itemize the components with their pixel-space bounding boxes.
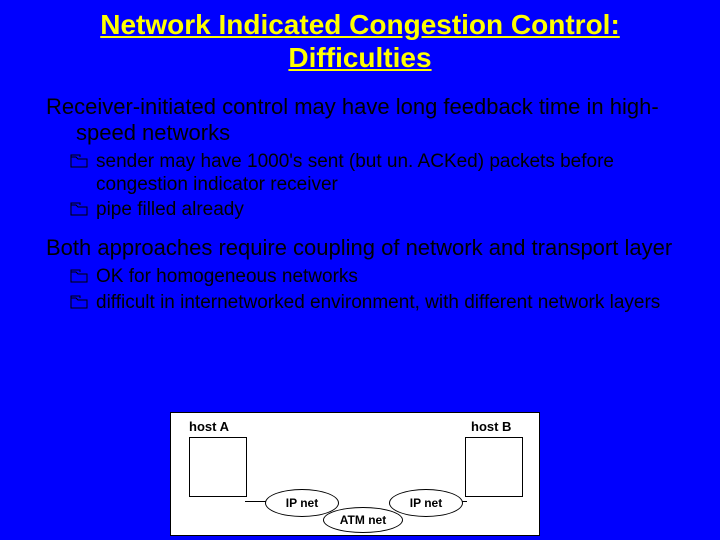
- list-item: sender may have 1000's sent (but un. ACK…: [70, 150, 674, 196]
- folder-icon: [70, 154, 88, 168]
- network-diagram: host A host B IP net IP net ATM net: [170, 412, 540, 536]
- ipnet-node-2: IP net: [389, 489, 463, 517]
- list-item: OK for homogeneous networks: [70, 265, 674, 288]
- host-a-node: [189, 437, 247, 497]
- list-item-text: OK for homogeneous networks: [96, 266, 358, 287]
- ipnet-1-label: IP net: [286, 496, 318, 510]
- sublist-2: OK for homogeneous networks difficult in…: [70, 265, 674, 313]
- paragraph-1: Receiver-initiated control may have long…: [46, 94, 674, 146]
- host-b-label: host B: [471, 419, 511, 434]
- list-item-text: sender may have 1000's sent (but un. ACK…: [96, 151, 614, 195]
- host-a-label: host A: [189, 419, 229, 434]
- list-item: pipe filled already: [70, 198, 674, 221]
- host-b-node: [465, 437, 523, 497]
- slide: Network Indicated Congestion Control: Di…: [0, 0, 720, 540]
- edge: [245, 501, 267, 502]
- folder-icon: [70, 269, 88, 283]
- slide-title: Network Indicated Congestion Control: Di…: [0, 0, 720, 80]
- atm-label: ATM net: [340, 513, 386, 527]
- atm-node: ATM net: [323, 507, 403, 533]
- sublist-1: sender may have 1000's sent (but un. ACK…: [70, 150, 674, 222]
- paragraph-2: Both approaches require coupling of netw…: [46, 235, 674, 261]
- folder-icon: [70, 295, 88, 309]
- folder-icon: [70, 202, 88, 216]
- paragraph-1-text: Receiver-initiated control may have long…: [46, 94, 674, 146]
- list-item-text: pipe filled already: [96, 199, 244, 220]
- list-item-text: difficult in internetworked environment,…: [96, 292, 660, 313]
- list-item: difficult in internetworked environment,…: [70, 291, 674, 314]
- ipnet-2-label: IP net: [410, 496, 442, 510]
- paragraph-2-text: Both approaches require coupling of netw…: [46, 235, 674, 261]
